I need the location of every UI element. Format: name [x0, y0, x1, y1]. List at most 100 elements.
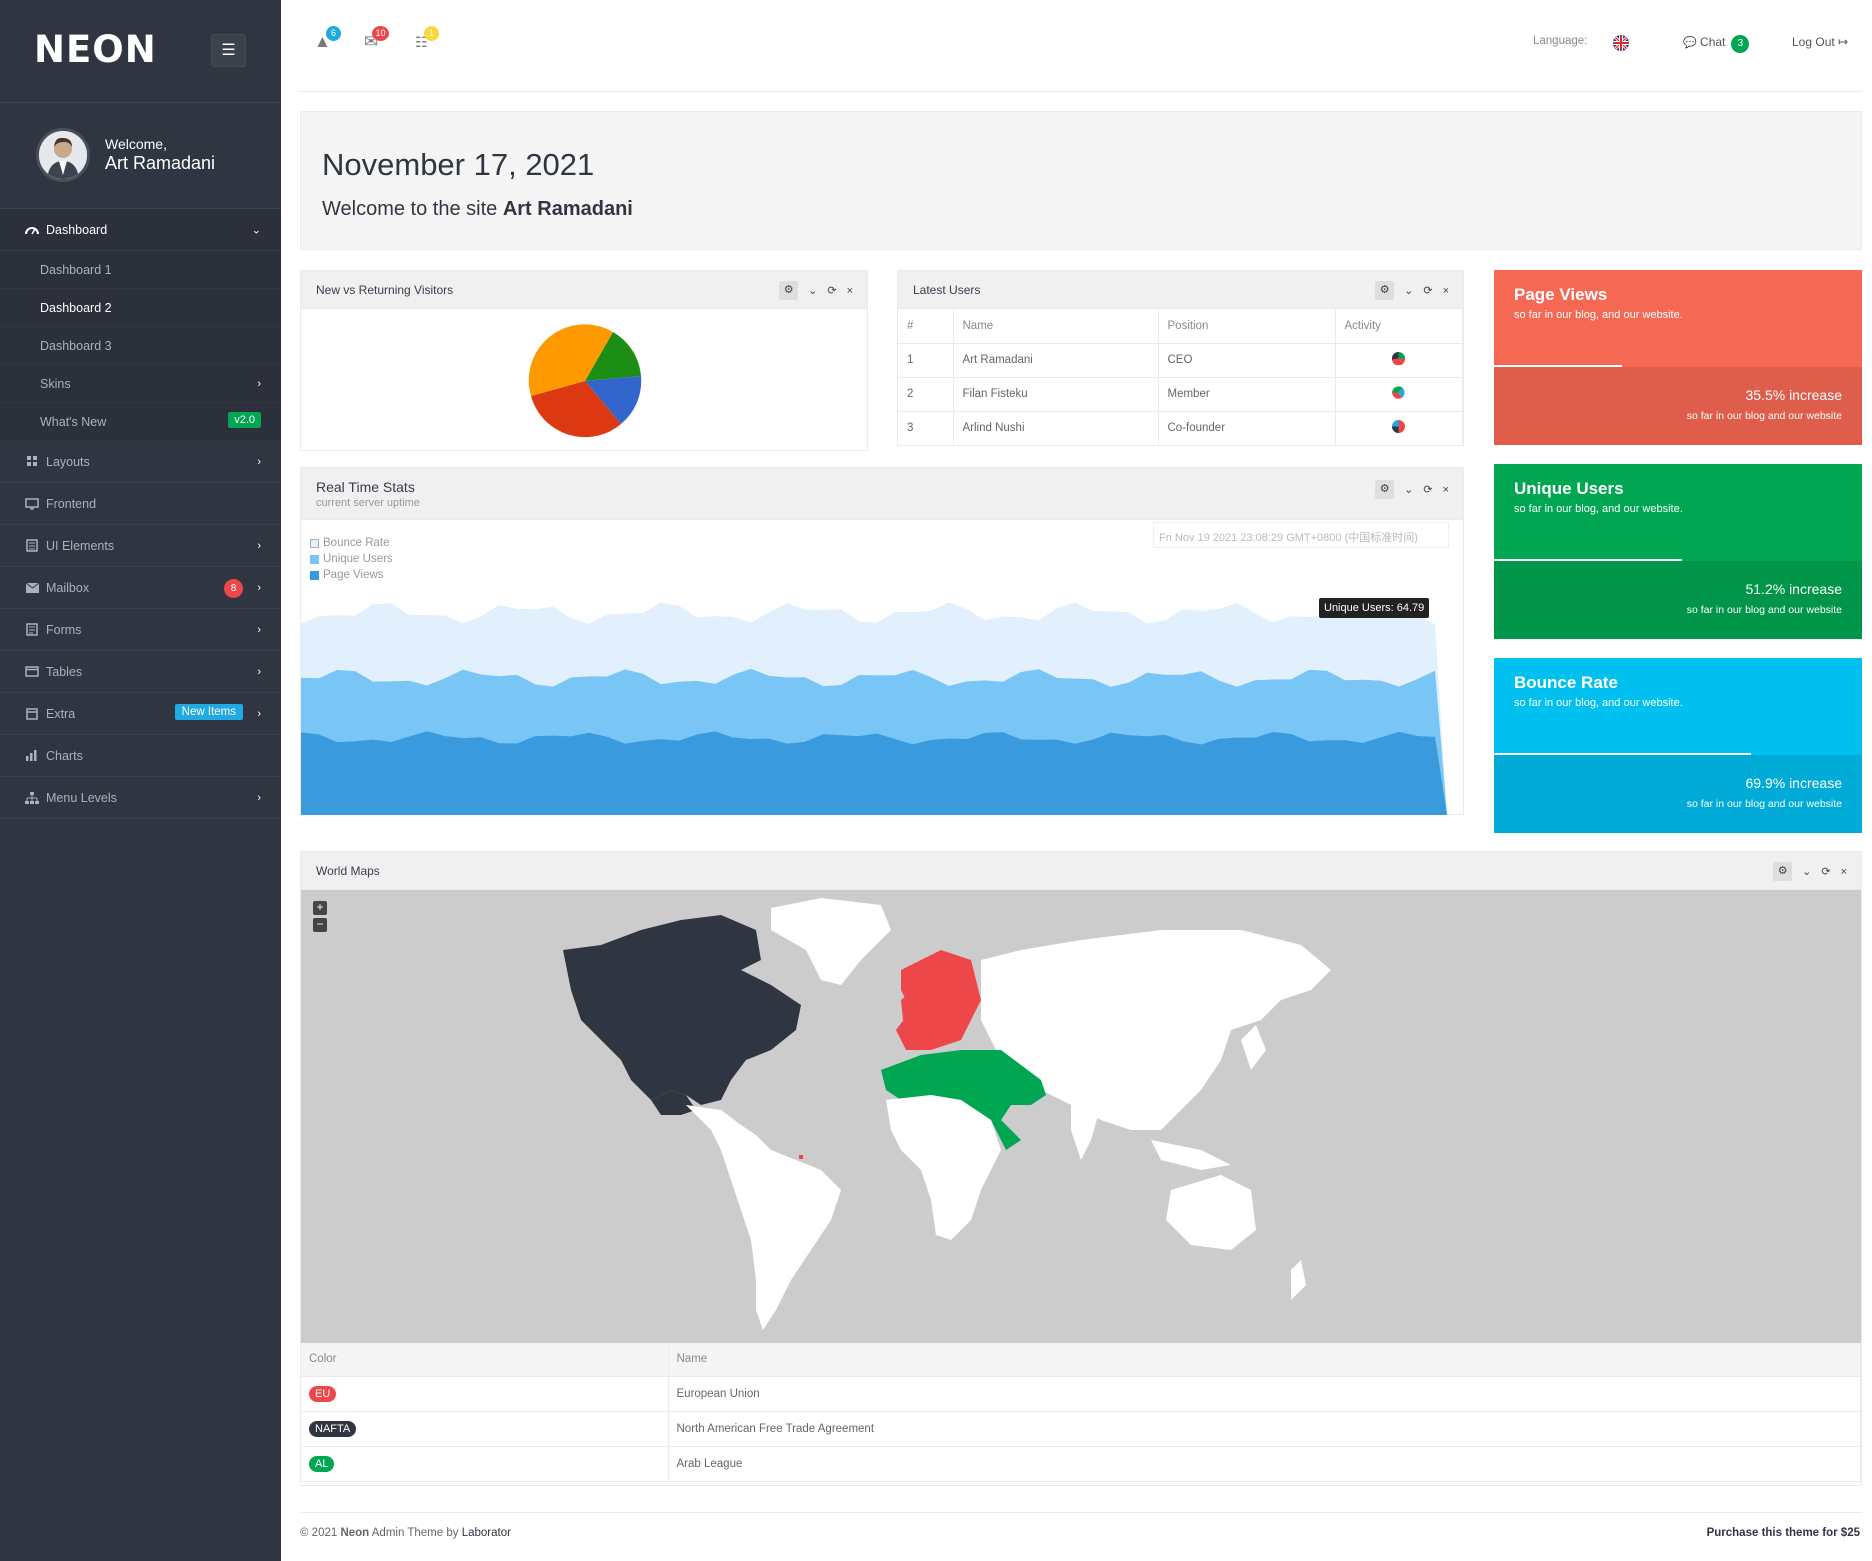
chevron-down-icon[interactable]: ⌄ — [1404, 285, 1414, 297]
zoom-out-button[interactable]: − — [313, 918, 327, 932]
sidebar-item-label: Dashboard 2 — [40, 300, 112, 315]
cell: North American Free Trade Agreement — [668, 1411, 1861, 1447]
sidebar-item-tables[interactable]: Tables › — [0, 651, 281, 693]
world-map-svg — [563, 898, 1331, 1330]
latest-users-panel: Latest Users ⚙ ⌄ ⟳ × # Name Position Act… — [897, 270, 1464, 446]
table-row[interactable]: EU European Union — [301, 1376, 1861, 1412]
welcome-banner: November 17, 2021 Welcome to the site Ar… — [300, 111, 1862, 250]
username[interactable]: Art Ramadani — [105, 153, 216, 173]
sidebar-item-ui-elements[interactable]: UI Elements › — [0, 525, 281, 567]
logo[interactable]: NEON — [34, 28, 157, 71]
table-header-row: Color Name — [301, 1343, 1861, 1377]
notification-badge: 6 — [326, 26, 341, 41]
legend-swatch — [310, 554, 319, 564]
sidebar-item-forms[interactable]: Forms › — [0, 609, 281, 651]
panel-title: World Maps — [316, 864, 380, 878]
sidebar-menu: Dashboard ⌄ Dashboard 1 Dashboard 2 Dash… — [0, 209, 281, 819]
tile-note: so far in our blog and our website — [1686, 604, 1842, 616]
tile-increase: 69.9% increase — [1745, 775, 1842, 791]
world-map[interactable]: + − — [301, 890, 1861, 1343]
chevron-down-icon[interactable]: ⌄ — [1802, 866, 1812, 878]
panel-header: World Maps ⚙ ⌄ ⟳ × — [301, 852, 1861, 890]
sidebar: NEON ☰ Welcome, Art Ramadani Dashboard ⌄… — [0, 0, 281, 1561]
refresh-icon[interactable]: ⟳ — [1423, 484, 1433, 496]
eu-territory — [799, 1155, 803, 1159]
table-row[interactable]: NAFTA North American Free Trade Agreemen… — [301, 1411, 1861, 1447]
form-icon — [24, 623, 40, 636]
sidebar-item-label: Frontend — [46, 496, 97, 511]
zoom-in-button[interactable]: + — [313, 901, 327, 915]
sidebar-item-mailbox[interactable]: Mailbox 8 › — [0, 567, 281, 609]
tile-title: Bounce Rate — [1514, 673, 1618, 692]
sidebar-item-dashboard-1[interactable]: Dashboard 1 — [0, 251, 281, 289]
footer-author-link[interactable]: Laborator — [461, 1527, 511, 1539]
refresh-icon[interactable]: ⟳ — [1423, 285, 1433, 297]
logout-link[interactable]: Log Out ↦ — [1792, 35, 1848, 49]
copyright-text: © 2021 — [300, 1527, 341, 1539]
sidebar-item-whats-new[interactable]: What's New v2.0 — [0, 403, 281, 441]
chevron-down-icon[interactable]: ⌄ — [1404, 484, 1414, 496]
chevron-right-icon: › — [257, 665, 261, 678]
sidebar-item-layouts[interactable]: Layouts › — [0, 441, 281, 483]
cell: 1 — [898, 343, 954, 378]
footer-brand[interactable]: Neon — [340, 1527, 370, 1539]
close-icon[interactable]: × — [1840, 865, 1847, 878]
nafta-region — [563, 915, 801, 1105]
panel-header: Latest Users ⚙ ⌄ ⟳ × — [898, 271, 1463, 309]
sidebar-item-dashboard[interactable]: Dashboard ⌄ — [0, 209, 281, 251]
page-views-area — [301, 731, 1447, 815]
close-icon[interactable]: × — [846, 284, 853, 297]
cell: Member — [1158, 377, 1336, 412]
purchase-link[interactable]: Purchase this theme for $25 — [1706, 1527, 1860, 1539]
col-header: # — [898, 309, 954, 344]
hamburger-icon[interactable]: ☰ — [211, 34, 246, 67]
tile-increase: 51.2% increase — [1745, 581, 1842, 597]
south-america — [686, 1105, 841, 1330]
sidebar-item-menu-levels[interactable]: Menu Levels › — [0, 777, 281, 819]
cell: AL — [301, 1446, 669, 1482]
africa — [886, 1095, 1001, 1240]
cell: 3 — [898, 411, 954, 446]
gear-icon[interactable]: ⚙ — [1375, 480, 1395, 499]
activity-pie-icon — [1335, 343, 1463, 378]
chat-link[interactable]: 💬 Chat 3 — [1683, 35, 1750, 53]
sidebar-item-charts[interactable]: Charts — [0, 735, 281, 777]
table-row[interactable]: 1 Art Ramadani CEO — [898, 343, 1463, 378]
bar-chart-icon — [24, 750, 40, 761]
gear-icon[interactable]: ⚙ — [779, 281, 799, 300]
sidebar-item-extra[interactable]: Extra New Items › — [0, 693, 281, 735]
table-row[interactable]: AL Arab League — [301, 1446, 1861, 1482]
gear-icon[interactable]: ⚙ — [1375, 281, 1395, 300]
table-row[interactable]: 2 Filan Fisteku Member — [898, 377, 1463, 412]
cell: Arab League — [668, 1446, 1861, 1482]
japan — [1241, 1025, 1266, 1070]
panel-title: Real Time Stats — [316, 479, 415, 495]
close-icon[interactable]: × — [1442, 483, 1449, 496]
tile-note: so far in our blog and our website — [1686, 410, 1842, 422]
uk-flag-icon[interactable] — [1613, 35, 1629, 51]
table-row[interactable]: 3 Arlind Nushi Co-founder — [898, 411, 1463, 446]
greenland — [771, 898, 891, 985]
activity-pie-icon — [1335, 411, 1463, 446]
sidebar-item-label: What's New — [40, 414, 107, 429]
refresh-icon[interactable]: ⟳ — [827, 285, 837, 297]
sidebar-item-skins[interactable]: Skins › — [0, 365, 281, 403]
language-label: Language: — [1533, 35, 1588, 47]
inbox-icon — [24, 707, 40, 720]
gear-icon[interactable]: ⚙ — [1773, 862, 1793, 881]
panel-title: Latest Users — [913, 283, 981, 297]
new-items-badge: New Items — [174, 704, 243, 720]
chevron-down-icon[interactable]: ⌄ — [808, 285, 818, 297]
avatar[interactable] — [36, 128, 90, 182]
close-icon[interactable]: × — [1442, 284, 1449, 297]
refresh-icon[interactable]: ⟳ — [1821, 866, 1831, 878]
southeast-asia — [1151, 1140, 1231, 1170]
panel-header: New vs Returning Visitors ⚙ ⌄ ⟳ × — [301, 271, 867, 309]
new-zealand — [1291, 1260, 1306, 1300]
panel-title: New vs Returning Visitors — [316, 283, 454, 297]
india — [1071, 1100, 1101, 1160]
sidebar-item-dashboard-2[interactable]: Dashboard 2 — [0, 289, 281, 327]
list-icon[interactable]: ☷ — [415, 34, 428, 50]
sidebar-item-frontend[interactable]: Frontend — [0, 483, 281, 525]
sidebar-item-dashboard-3[interactable]: Dashboard 3 — [0, 327, 281, 365]
